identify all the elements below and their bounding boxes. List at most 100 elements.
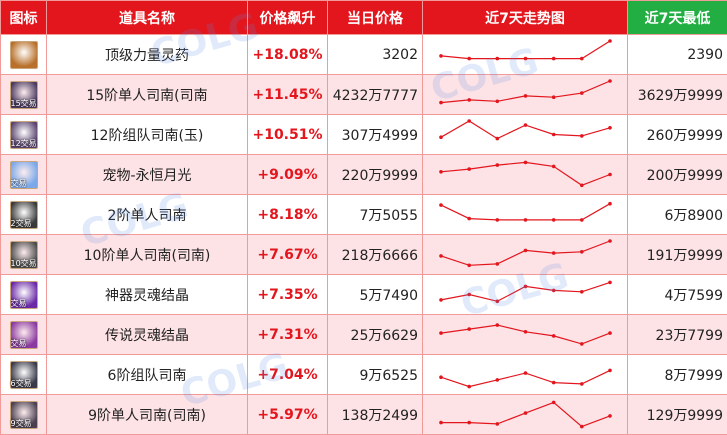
item-name: 15阶单人司南(司南: [47, 75, 248, 115]
trend-point: [439, 135, 443, 139]
trend-point: [524, 123, 528, 127]
trend-point: [580, 218, 584, 222]
trend-point: [524, 285, 528, 289]
trend-point: [552, 381, 556, 385]
current-price: 9万6525: [328, 355, 423, 395]
trend-chart-cell: [423, 35, 628, 75]
trend-point: [467, 98, 471, 102]
item-name: 传说灵魂结晶: [47, 315, 248, 355]
trend-point: [467, 385, 471, 389]
trend-point: [467, 293, 471, 297]
week-low-price: 2390: [628, 35, 727, 75]
trend-point: [608, 239, 612, 243]
trend-chart-cell: [423, 155, 628, 195]
trade-tag: 交易: [11, 179, 27, 188]
trend-point: [496, 323, 500, 327]
price-change: +9.09%: [248, 155, 328, 195]
trend-point: [580, 342, 584, 346]
price-change: +11.45%: [248, 75, 328, 115]
current-price: 7万5055: [328, 195, 423, 235]
trend-sparkline: [423, 315, 628, 354]
trade-tag: 12交易: [11, 139, 37, 148]
trend-point: [580, 425, 584, 429]
trend-chart-cell: [423, 195, 628, 235]
price-change: +8.18%: [248, 195, 328, 235]
current-price: 307万4999: [328, 115, 423, 155]
trend-point: [524, 218, 528, 222]
trend-point: [467, 57, 471, 61]
trend-point: [496, 378, 500, 382]
week-low-price: 129万9999: [628, 395, 727, 435]
trend-point: [552, 95, 556, 99]
trend-point: [439, 203, 443, 207]
trend-line: [441, 41, 610, 59]
trend-point: [467, 167, 471, 171]
header-low: 近7天最低: [628, 1, 727, 35]
trend-point: [552, 334, 556, 338]
trend-point: [524, 94, 528, 98]
trend-point: [580, 57, 584, 61]
week-low-price: 6万8900: [628, 195, 727, 235]
item-icon-cell: [1, 35, 47, 75]
trend-point: [496, 100, 500, 104]
trend-point: [467, 217, 471, 221]
trade-tag: 9交易: [11, 419, 32, 428]
current-price: 218万6666: [328, 235, 423, 275]
trend-chart-cell: [423, 115, 628, 155]
trend-point: [552, 57, 556, 61]
trend-sparkline: [423, 155, 628, 194]
item-icon-cell: 15交易: [1, 75, 47, 115]
price-change: +7.67%: [248, 235, 328, 275]
trend-line: [441, 162, 610, 185]
trend-point: [496, 137, 500, 141]
trend-point: [439, 101, 443, 105]
moon-icon[interactable]: 交易: [10, 161, 38, 189]
wing-icon[interactable]: 2交易: [10, 201, 38, 229]
price-change: +18.08%: [248, 35, 328, 75]
trend-chart-cell: [423, 315, 628, 355]
price-change: +7.04%: [248, 355, 328, 395]
trend-point: [524, 249, 528, 253]
item-name: 9阶单人司南(司南): [47, 395, 248, 435]
trade-tag: 2交易: [11, 219, 32, 228]
trend-point: [524, 57, 528, 61]
wing-icon[interactable]: 10交易: [10, 241, 38, 269]
trend-sparkline: [423, 275, 628, 314]
price-change: +7.31%: [248, 315, 328, 355]
week-low-price: 3629万9999: [628, 75, 727, 115]
trend-chart-cell: [423, 395, 628, 435]
soul-icon[interactable]: 交易: [10, 321, 38, 349]
trend-point: [608, 369, 612, 373]
trade-tag: 交易: [11, 299, 27, 308]
wing-icon[interactable]: 12交易: [10, 121, 38, 149]
item-icon-cell: 交易: [1, 155, 47, 195]
trend-line: [441, 325, 610, 344]
price-change: +7.35%: [248, 275, 328, 315]
wing-icon[interactable]: 15交易: [10, 81, 38, 109]
trend-sparkline: [423, 355, 628, 394]
trend-point: [580, 290, 584, 294]
trend-line: [441, 241, 610, 265]
elixir-icon[interactable]: [10, 41, 38, 69]
trend-sparkline: [423, 75, 628, 114]
trade-tag: 10交易: [11, 259, 37, 268]
trend-point: [608, 126, 612, 130]
wing-icon[interactable]: 6交易: [10, 361, 38, 389]
soul-icon[interactable]: 交易: [10, 281, 38, 309]
trend-line: [441, 204, 610, 220]
trend-point: [552, 218, 556, 222]
trade-tag: 15交易: [11, 99, 37, 108]
header-icon: 图标: [1, 1, 47, 35]
trade-tag: 交易: [11, 339, 27, 348]
trend-point: [439, 298, 443, 302]
trend-point: [608, 414, 612, 418]
wing-icon[interactable]: 9交易: [10, 401, 38, 429]
week-low-price: 8万7999: [628, 355, 727, 395]
item-icon-cell: 交易: [1, 315, 47, 355]
item-name: 神器灵魂结晶: [47, 275, 248, 315]
item-icon-cell: 12交易: [1, 115, 47, 155]
